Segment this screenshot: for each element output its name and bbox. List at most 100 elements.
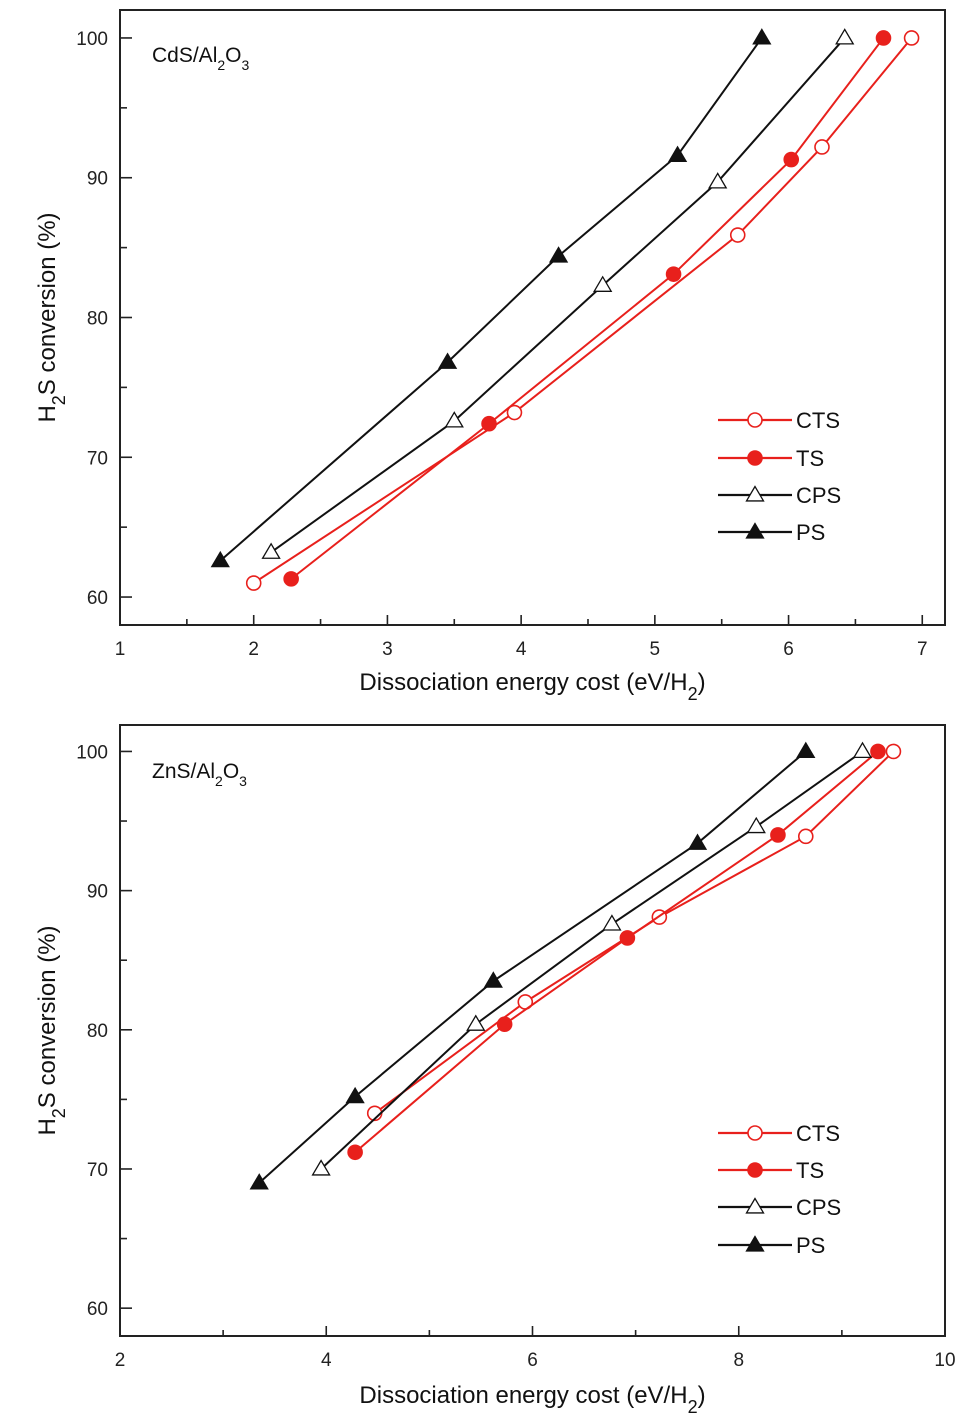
data-point [261,542,281,559]
y-tick-label: 90 [87,169,108,190]
text-part: Dissociation energy cost (eV/H [359,1382,687,1409]
subscript: 3 [242,57,250,73]
data-point [347,1144,363,1161]
y-tick-label: 100 [76,742,108,763]
data-point [245,575,262,591]
data-point [345,1086,365,1104]
y-tick-label: 70 [87,448,108,469]
data-point [729,227,746,243]
data-point [903,30,920,46]
subscript: 2 [688,684,698,704]
x-tick-label: 8 [733,1350,744,1371]
series-cps [311,741,873,1176]
legend-marker [745,522,765,539]
data-point [752,28,772,45]
text-part: ZnS/Al [152,760,215,783]
data-point [437,352,458,369]
series-ps [249,741,816,1190]
x-tick-label: 1 [115,639,126,660]
data-point [875,30,892,46]
data-point [796,741,816,759]
legend-marker [747,1162,763,1178]
data-point [870,743,886,760]
text-part: S conversion (%) [34,212,61,395]
y-tick-label: 80 [87,309,108,330]
y-tick-label: 80 [87,1021,108,1042]
legend-item-cts: CTS [718,408,840,433]
y-axis-title: H2S conversion (%) [34,212,69,422]
series-cps [261,28,855,559]
legend-marker [745,1197,765,1214]
text-part: H [34,1118,61,1135]
text-part: CdS/Al [152,44,217,67]
data-point [481,415,497,432]
x-axis-title: Dissociation energy cost (eV/H2) [359,1382,705,1417]
x-tick-label: 5 [650,639,661,660]
data-point [746,816,766,834]
series-line [270,37,846,554]
chart-panel-2: 2 4 6 8 10 60 70 80 90 100 Dissociation energy cos… [34,724,956,1417]
series-line [219,37,763,562]
data-point [667,145,688,162]
data-point [619,930,636,946]
text-part: S conversion (%) [34,925,61,1108]
x-tick-label: 3 [382,639,393,660]
y-tick-label: 60 [87,588,108,609]
series-line [258,750,807,1184]
data-point [797,828,814,845]
x-axis-title: Dissociation energy cost (eV/H2) [359,669,705,704]
series-ts [283,30,892,587]
x-tick-label: 4 [321,1350,332,1371]
legend-item-ts: TS [718,1158,824,1183]
data-point [770,827,786,843]
y-tick-label: 100 [76,29,108,50]
legend-item-ts: TS [718,446,824,471]
series-line [290,37,885,580]
data-point [665,266,682,282]
legend-label: PS [796,1233,825,1258]
series-ts [347,743,886,1161]
series-ps [210,28,772,568]
subscript: 2 [217,57,225,73]
series-line [354,750,879,1154]
legend-item-cps: CPS [718,483,841,508]
data-point [210,550,230,568]
legend-item-ps: PS [718,1233,825,1258]
legend-label: CPS [796,1195,841,1220]
legend-marker [747,412,763,428]
sample-annotation: CdS/Al2O3 [152,44,250,73]
data-point [593,275,613,292]
text-part: O [225,44,241,67]
legend-item-cts: CTS [718,1121,840,1146]
text-part: Dissociation energy cost (eV/H [359,669,687,696]
legend-label: CTS [796,408,840,433]
series-cts [245,30,920,591]
text-part: H [34,405,61,422]
data-point [885,743,902,760]
data-point [506,404,523,421]
data-point [852,741,873,759]
text-part: ) [698,1382,706,1409]
data-point [708,172,728,189]
legend-label: TS [796,446,824,471]
text-part: ) [698,669,706,696]
data-point [783,151,800,168]
legend-marker [745,485,765,502]
y-tick-label: 90 [87,882,108,903]
legend-item-ps: PS [718,520,825,545]
data-point [283,571,299,587]
legend-label: CPS [796,483,841,508]
legend-marker [745,1235,765,1252]
data-point [496,1016,513,1033]
legend-marker [747,450,763,466]
legend-label: TS [796,1158,824,1183]
x-tick-label: 6 [527,1350,538,1371]
x-tick-label: 7 [917,639,928,660]
y-tick-label: 60 [87,1299,108,1320]
y-tick-label: 70 [87,1160,108,1181]
x-tick-label: 6 [783,639,794,660]
x-tick-label: 10 [934,1350,955,1371]
data-point [311,1159,331,1176]
x-tick-label: 2 [115,1350,126,1371]
